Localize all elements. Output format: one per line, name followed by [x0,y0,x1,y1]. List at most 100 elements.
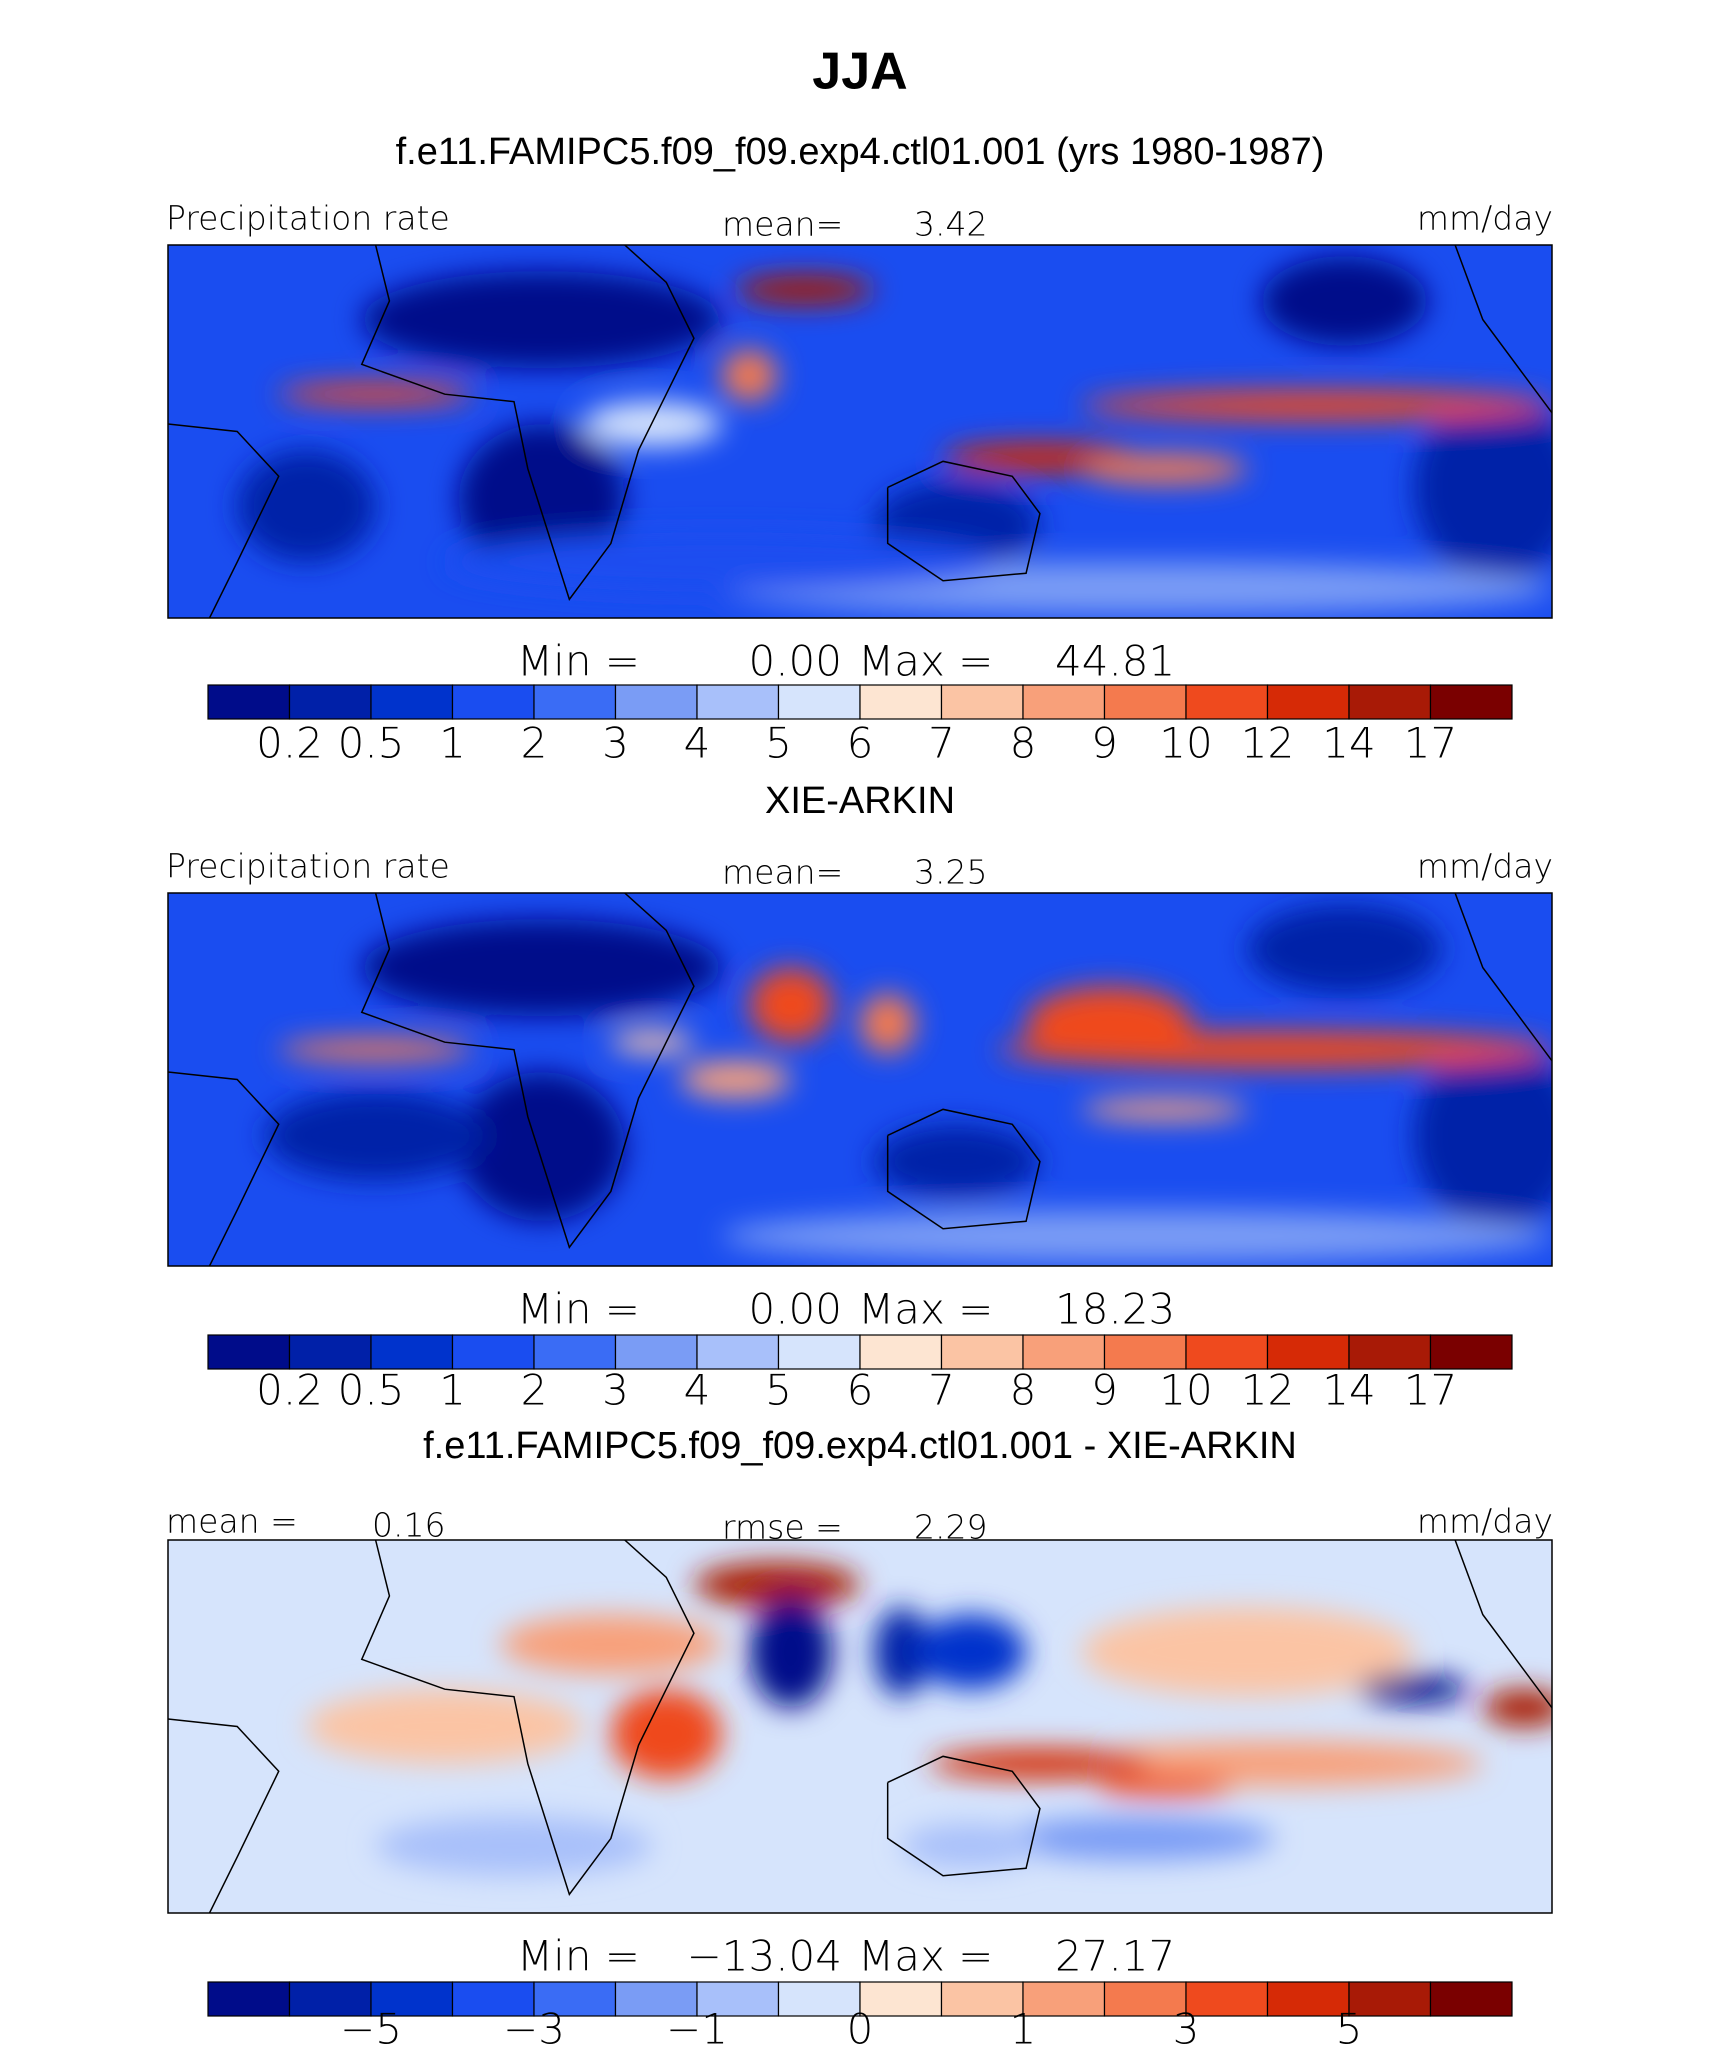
figure-title: JJA [812,43,907,101]
colorbar-label: 14 [1322,1366,1375,1415]
colorbar-label: 12 [1241,719,1294,768]
colorbar-label: 3 [1173,2005,1200,2048]
colorbar-box [288,684,372,720]
colorbar-box [1266,1334,1350,1370]
panel-title: f.e11.FAMIPC5.f09_f09.exp4.ctl01.001 (yr… [396,131,1325,173]
map [168,245,1552,618]
colorbar-box [1022,684,1106,720]
units-label: mm/day [1417,1502,1553,1541]
units-label: mm/day [1417,847,1553,886]
max-label: Max = [858,1285,993,1334]
field-region [1358,1674,1469,1705]
field-region [458,424,625,574]
colorbar-box [288,1334,372,1370]
field-region [444,532,999,592]
colorbar-box [696,1334,780,1370]
colorbar-label: 6 [847,719,874,768]
units-label: mm/day [1417,199,1553,238]
field-region [749,967,833,1043]
map [168,1540,1552,1913]
min-value: −13.04 [687,1932,842,1981]
field-region [237,450,376,563]
max-value: 18.23 [1055,1285,1175,1334]
colorbar-box [451,1981,535,2017]
field-region [998,1816,1276,1861]
field-region [1482,1689,1552,1727]
field-region [873,1124,1040,1199]
center-value: 3.42 [914,205,987,244]
min-label: Min = [517,637,640,686]
field-region [721,1210,1552,1263]
colorbar-label: −3 [503,2005,565,2048]
coastline [360,245,695,601]
colorbar-box [1103,684,1187,720]
field-region [1081,1098,1248,1121]
colorbar-label: 2 [521,1366,548,1415]
field-region [306,1689,584,1764]
coastline [1454,245,1552,414]
colorbar-box [207,1334,291,1370]
coastline [168,1071,280,1266]
field-region [1081,1607,1414,1697]
max-value: 44.81 [1055,637,1175,686]
map-field [264,904,1552,1263]
colorbar-box [614,1981,698,2017]
min-value: 0.00 [748,637,842,686]
colorbar-box [940,1334,1024,1370]
colorbar-box [1022,1334,1106,1370]
field-region [693,1562,861,1608]
colorbar-label: 1 [1010,2005,1037,2048]
colorbar-box [207,1981,291,2017]
field-region [361,919,722,1017]
field-region [1081,390,1552,421]
field-region [278,383,473,406]
coastline [886,460,1041,582]
colorbar-box [370,1981,454,2017]
colorbar-box [533,1981,617,2017]
field-region [1413,394,1552,581]
colorbar-label: 7 [928,1366,955,1415]
colorbar-label: 7 [928,719,955,768]
colorbar-label: 0 [847,2005,874,2048]
field-region [1413,1042,1552,1229]
map-field [306,1562,1552,1876]
colorbar-label: 8 [1010,1366,1037,1415]
colorbar-box [859,684,943,720]
colorbar-label: 14 [1322,719,1375,768]
field-region [1247,904,1442,994]
coastline [886,1755,1041,1877]
left-value: 0.16 [372,1506,445,1545]
colorbar-label: 12 [1241,1366,1294,1415]
field-region [901,1823,1040,1869]
colorbar-box [777,1981,861,2017]
colorbar-box [940,1981,1024,2017]
field-region [721,349,777,402]
center-value: 3.25 [914,853,987,892]
field-region [1261,256,1428,346]
field-region [1095,1774,1234,1798]
colorbar-box [288,1981,372,2017]
colorbar-label: 1 [439,1366,466,1415]
colorbar-box [940,684,1024,720]
center-label: mean= [722,853,843,892]
colorbar-label: 17 [1404,719,1457,768]
colorbar-label: 4 [684,1366,711,1415]
field-region [680,1060,791,1099]
field-region [735,274,874,305]
field-region [375,1816,653,1876]
colorbar-box [1429,1981,1513,2017]
colorbar-box [614,684,698,720]
colorbar-box [696,1981,780,2017]
field-region [610,1031,694,1054]
colorbar-label: 6 [847,1366,874,1415]
min-value: 0.00 [748,1285,842,1334]
colorbar-box [859,1981,943,2017]
colorbar-label: 4 [684,719,711,768]
field-region [278,1038,473,1061]
colorbar-label: 0.5 [338,1366,405,1415]
colorbar-label: 3 [602,1366,629,1415]
field-region [264,1090,487,1181]
field-region [929,1748,1151,1779]
colorbar-label: −5 [340,2005,402,2048]
